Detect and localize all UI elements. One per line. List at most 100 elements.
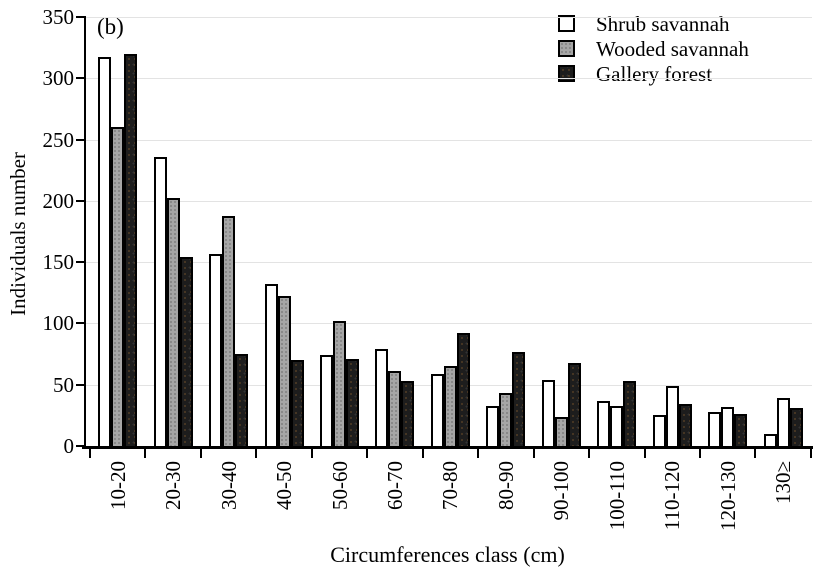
bar-shrub-savannah-80-90 xyxy=(486,405,500,446)
bar-gallery-forest-40-50 xyxy=(290,360,304,446)
bar-wooded-savannah-80-90 xyxy=(499,393,513,446)
x-tick-label: 10-20 xyxy=(105,461,130,510)
bar-shrub-savannah-100-110 xyxy=(597,400,611,446)
legend-label: Wooded savannah xyxy=(596,36,749,61)
bar-wooded-savannah-70-80 xyxy=(443,366,457,446)
bar-wooded-savannah-100-110 xyxy=(610,405,624,446)
bar-wooded-savannah-90-100 xyxy=(554,416,568,446)
x-tick xyxy=(754,449,757,458)
bar-shrub-savannah-70-80 xyxy=(430,373,444,446)
x-axis-line xyxy=(82,446,813,449)
y-tick-label: 50 xyxy=(53,372,74,397)
y-tick xyxy=(76,16,84,18)
bar-wooded-savannah-30-40 xyxy=(222,215,236,446)
x-tick-label: 110-120 xyxy=(660,461,685,531)
bar-gallery-forest-100-110 xyxy=(623,381,637,446)
y-tick xyxy=(76,138,84,141)
gridline xyxy=(85,78,812,79)
y-tick xyxy=(76,261,84,264)
x-tick-label: 50-60 xyxy=(327,461,352,510)
x-tick-label: 20-30 xyxy=(161,461,186,510)
bar-gallery-forest-20-30 xyxy=(179,257,193,446)
bar-wooded-savannah-40-50 xyxy=(277,296,291,446)
y-tick-label: 300 xyxy=(42,66,75,91)
legend-label: Shrub savannah xyxy=(596,11,730,36)
x-tick-label: 60-70 xyxy=(382,461,407,510)
bar-gallery-forest-10-20 xyxy=(124,53,138,446)
y-tick-label: 150 xyxy=(42,250,75,275)
x-tick xyxy=(310,449,313,458)
x-tick-label: 80-90 xyxy=(493,461,518,510)
bar-shrub-savannah-10-20 xyxy=(98,57,112,446)
x-tick-label: 120-130 xyxy=(715,461,740,531)
bar-wooded-savannah-120-130 xyxy=(721,406,735,446)
bar-gallery-forest-80-90 xyxy=(512,351,526,446)
y-tick-label: 100 xyxy=(42,311,75,336)
legend-swatch-shrub-savannah xyxy=(558,15,575,32)
y-tick-label: 200 xyxy=(42,188,75,213)
x-tick xyxy=(588,449,591,458)
x-tick xyxy=(698,449,701,458)
bar-wooded-savannah-50-60 xyxy=(333,320,347,446)
gridline xyxy=(85,140,812,141)
y-tick xyxy=(76,77,84,80)
y-tick xyxy=(76,445,84,447)
bar-gallery-forest-70-80 xyxy=(456,333,470,446)
x-tick-label: 70-80 xyxy=(438,461,463,510)
legend-swatch-wooded-savannah xyxy=(558,40,575,57)
x-tick xyxy=(199,449,202,458)
bar-wooded-savannah-110-120 xyxy=(665,385,679,446)
bar-shrub-savannah-120-130 xyxy=(708,411,722,446)
gridline xyxy=(85,17,812,18)
y-axis-title: Individuals number xyxy=(6,152,30,316)
y-tick-label: 0 xyxy=(63,434,75,458)
y-tick-label: 350 xyxy=(42,5,75,29)
y-tick-label: 250 xyxy=(42,127,75,152)
bar-shrub-savannah-130 xyxy=(763,433,777,446)
bar-gallery-forest-110-120 xyxy=(678,404,692,446)
bar-gallery-forest-60-70 xyxy=(401,381,415,446)
gridline xyxy=(85,323,812,324)
x-tick xyxy=(532,449,535,458)
x-axis-title: Circumferences class (cm) xyxy=(330,542,565,567)
bar-wooded-savannah-60-70 xyxy=(388,371,402,446)
legend-label: Gallery forest xyxy=(596,61,713,86)
bar-shrub-savannah-60-70 xyxy=(375,349,389,446)
bar-shrub-savannah-90-100 xyxy=(541,379,555,446)
bar-shrub-savannah-40-50 xyxy=(264,284,278,446)
bar-gallery-forest-30-40 xyxy=(235,354,249,446)
bar-shrub-savannah-20-30 xyxy=(153,156,167,446)
x-tick-label: 130≥ xyxy=(771,461,796,505)
gridline xyxy=(85,201,812,202)
bar-wooded-savannah-20-30 xyxy=(166,198,180,446)
legend-item-shrub-savannah: Shrub savannah xyxy=(558,11,749,36)
x-tick-label: 100-110 xyxy=(604,461,629,531)
bar-gallery-forest-90-100 xyxy=(567,362,581,446)
x-tick-label: 30-40 xyxy=(216,461,241,510)
bar-shrub-savannah-30-40 xyxy=(209,253,223,446)
x-tick xyxy=(144,449,147,458)
legend-item-gallery-forest: Gallery forest xyxy=(558,61,749,86)
bar-shrub-savannah-50-60 xyxy=(320,355,334,446)
x-tick xyxy=(89,449,91,458)
x-tick-label: 90-100 xyxy=(549,461,574,521)
bar-shrub-savannah-110-120 xyxy=(652,415,666,446)
x-tick xyxy=(366,449,369,458)
y-tick xyxy=(76,199,84,202)
y-axis-line xyxy=(84,16,86,449)
bar-wooded-savannah-10-20 xyxy=(111,127,125,446)
bar-gallery-forest-120-130 xyxy=(734,414,748,446)
legend-swatch-gallery-forest xyxy=(558,65,575,82)
panel-label: (b) xyxy=(97,14,124,39)
y-tick xyxy=(76,383,84,386)
bar-wooded-savannah-130 xyxy=(776,398,790,446)
legend-item-wooded-savannah: Wooded savannah xyxy=(558,36,749,61)
x-tick xyxy=(477,449,480,458)
bar-gallery-forest-130 xyxy=(789,408,803,446)
y-tick xyxy=(76,322,84,325)
x-tick-label: 40-50 xyxy=(272,461,297,510)
bar-gallery-forest-50-60 xyxy=(346,358,360,446)
legend: Shrub savannah Wooded savannah Gallery for… xyxy=(558,11,749,89)
x-tick xyxy=(421,449,424,458)
